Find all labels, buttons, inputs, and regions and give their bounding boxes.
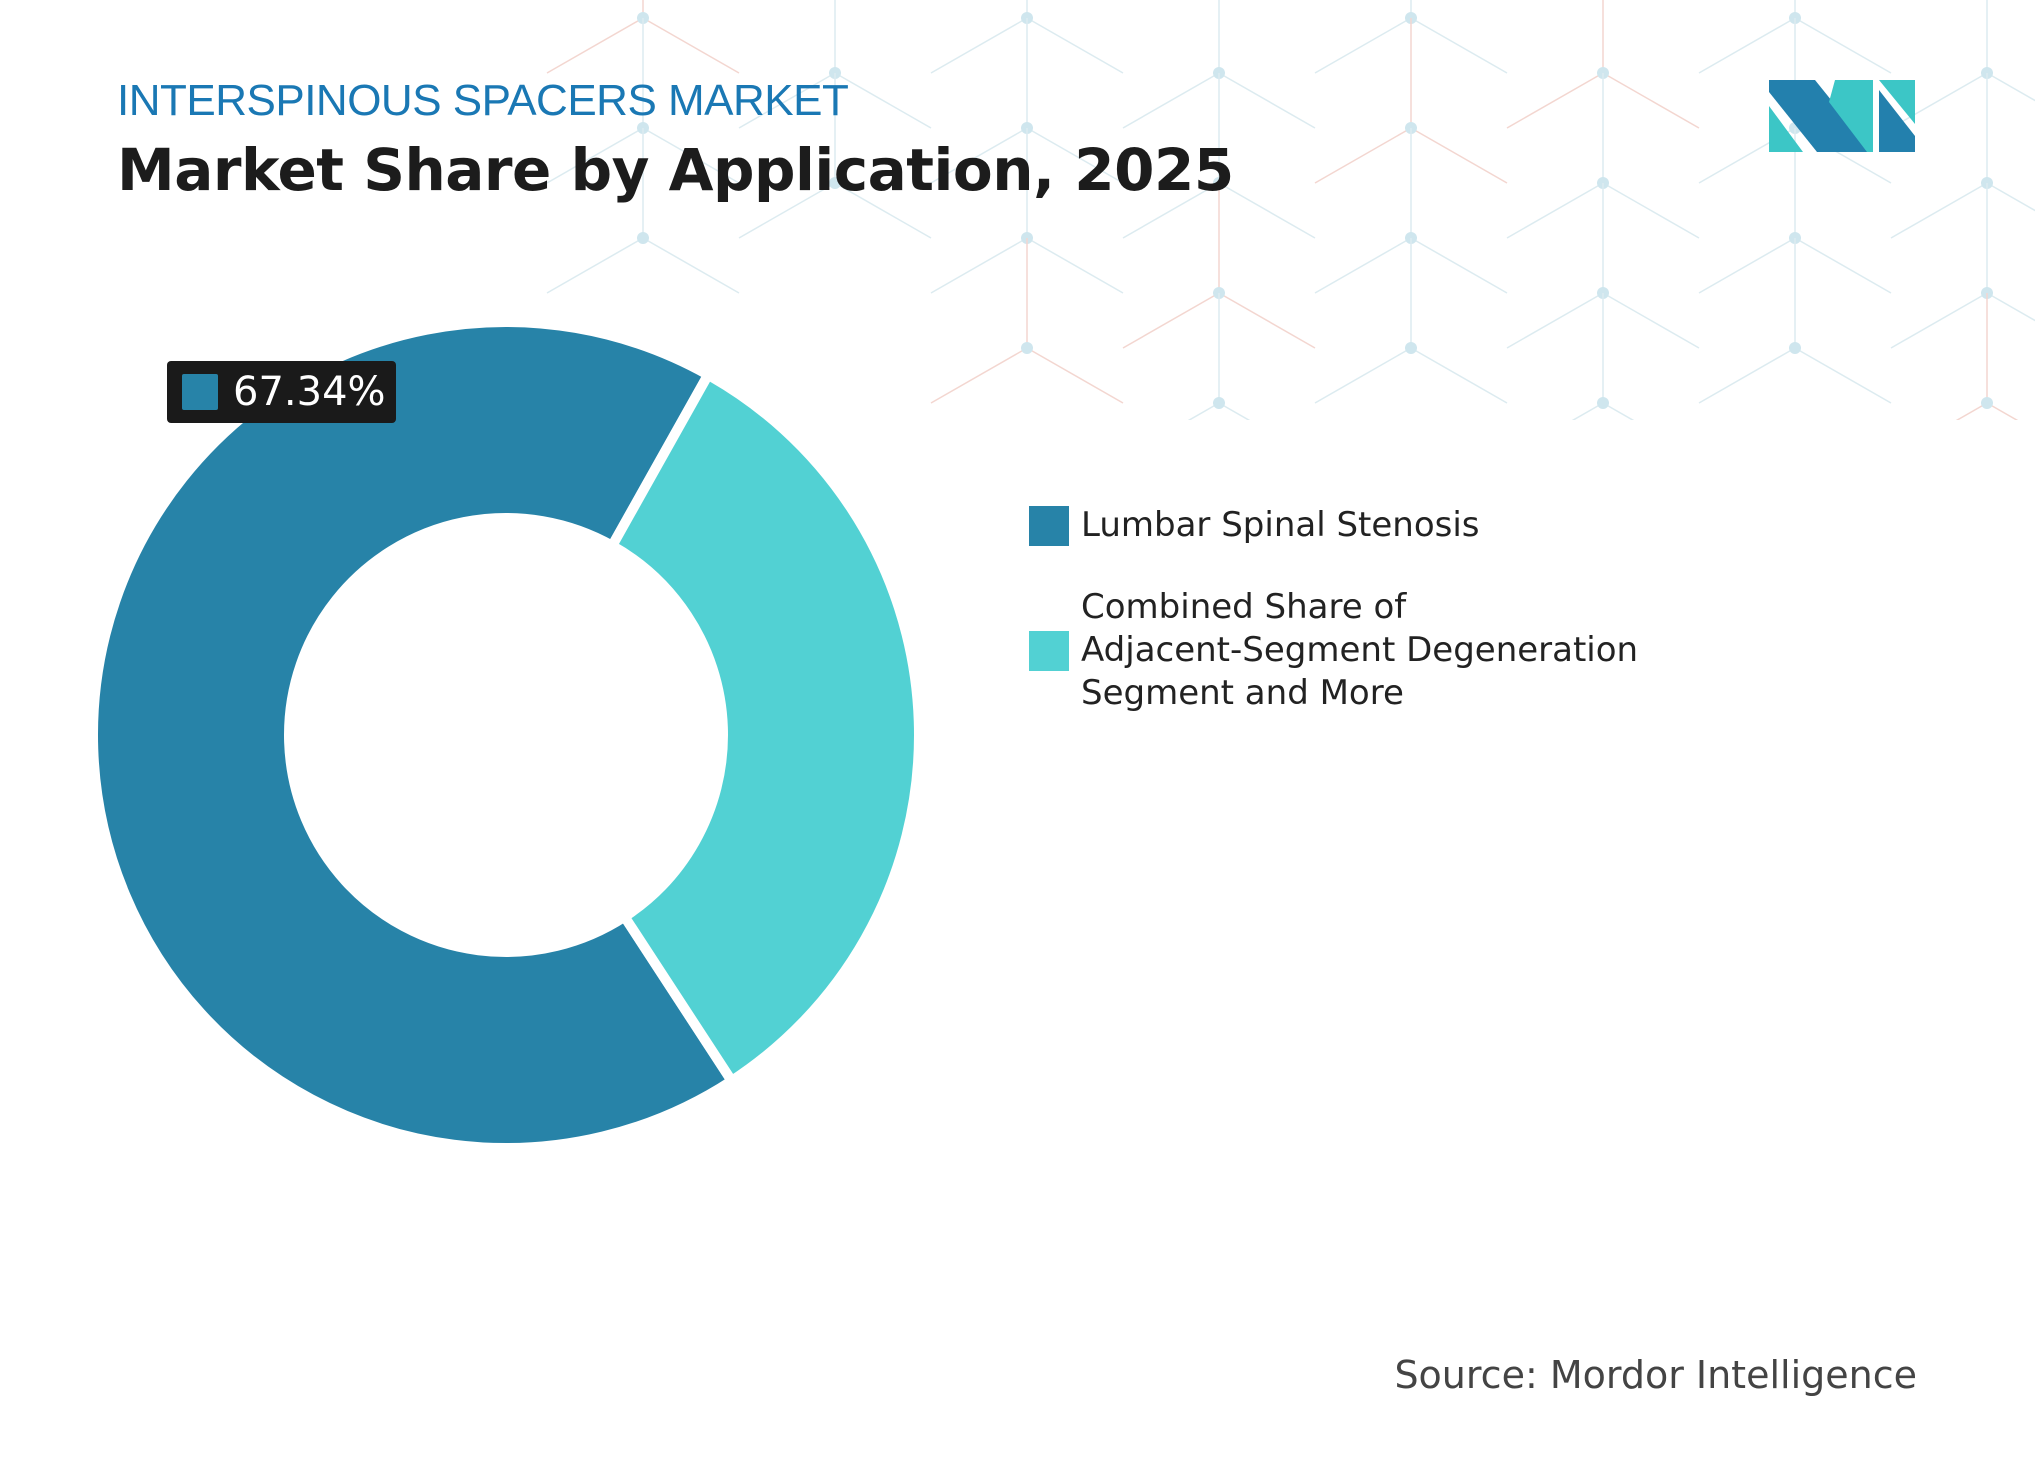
pattern-line — [1187, 402, 1220, 420]
callout-value: 67.34% — [233, 369, 386, 415]
pattern-line — [1602, 292, 1700, 349]
legend-label-line: Adjacent-Segment Degeneration — [1081, 630, 1639, 670]
pattern-line — [1026, 17, 1124, 74]
pattern-line — [1571, 402, 1604, 420]
pattern-line — [834, 72, 932, 129]
data-label-callout: 67.34% — [167, 361, 396, 423]
pattern-dot — [637, 232, 649, 244]
pattern-line — [1794, 347, 1892, 404]
pattern-line — [642, 237, 740, 294]
pattern-line — [642, 127, 740, 184]
pattern-line — [1698, 17, 1796, 74]
pattern-line — [546, 237, 644, 294]
chart-kicker: INTERSPINOUS SPACERS MARKET — [117, 76, 849, 125]
legend-item-lumbar: Lumbar Spinal Stenosis — [1029, 504, 1480, 547]
donut-slice-0 — [88, 317, 739, 1153]
legend-item-combined: Combined Share of Adjacent-Segment Degen… — [1029, 586, 1638, 715]
pattern-line — [930, 17, 1028, 74]
pattern-line — [1602, 402, 1635, 420]
legend-label-line: Segment and More — [1081, 673, 1404, 713]
pattern-line — [1410, 347, 1508, 404]
pattern-line — [1026, 237, 1124, 294]
pattern-line — [1890, 72, 1988, 129]
pattern-line — [1410, 17, 1508, 74]
pattern-line — [1794, 17, 1892, 74]
pattern-line — [1410, 237, 1508, 294]
pattern-line — [1218, 72, 1316, 129]
pattern-dot — [1213, 397, 1225, 409]
pattern-dot — [1021, 342, 1033, 354]
pattern-line — [1506, 72, 1604, 129]
pattern-dot — [1981, 397, 1993, 409]
legend-swatch — [1029, 630, 1069, 671]
source-note: Source: Mordor Intelligence — [1394, 1353, 1917, 1397]
pattern-line — [1794, 237, 1892, 294]
pattern-line — [1698, 237, 1796, 294]
pattern-line — [1986, 292, 2035, 322]
pattern-dot — [1789, 342, 1801, 354]
pattern-line — [1890, 182, 1988, 239]
pattern-dot — [1405, 342, 1417, 354]
pattern-line — [1122, 182, 1220, 239]
pattern-line — [1314, 347, 1412, 404]
pattern-line — [930, 127, 1028, 184]
legend-swatch — [1029, 505, 1069, 546]
pattern-line — [930, 237, 1028, 294]
chart-title: Market Share by Application, 2025 — [117, 136, 1234, 204]
pattern-line — [642, 17, 740, 74]
pattern-dot — [1597, 397, 1609, 409]
pattern-line — [1890, 292, 1988, 349]
pattern-line — [1218, 402, 1251, 420]
pattern-line — [834, 182, 932, 239]
pattern-line — [1986, 402, 2019, 420]
pattern-line — [738, 182, 836, 239]
legend-label-line: Combined Share of — [1081, 587, 1407, 627]
legend-label: Lumbar Spinal Stenosis — [1081, 505, 1480, 545]
pattern-dot — [829, 177, 841, 189]
pattern-line — [1506, 182, 1604, 239]
donut-slice-1 — [605, 368, 924, 1088]
pattern-line — [1314, 237, 1412, 294]
donut-chart — [88, 317, 924, 1153]
pattern-line — [1218, 292, 1316, 349]
pattern-line — [1218, 182, 1316, 239]
pattern-line — [1602, 72, 1700, 129]
pattern-line — [1986, 182, 2035, 212]
pattern-line — [1314, 17, 1412, 74]
pattern-line — [1410, 127, 1508, 184]
pattern-line — [1602, 182, 1700, 239]
pattern-line — [1698, 347, 1796, 404]
pattern-line — [738, 72, 836, 129]
mordor-intelligence-logo — [1769, 80, 1915, 152]
pattern-line — [1026, 347, 1124, 404]
pattern-line — [546, 127, 644, 184]
pattern-line — [1122, 292, 1220, 349]
pattern-line — [1026, 127, 1124, 184]
pattern-line — [1986, 72, 2035, 102]
pattern-line — [1506, 292, 1604, 349]
pattern-line — [1955, 402, 1988, 420]
pattern-line — [930, 347, 1028, 404]
background-hex-pattern — [546, 0, 2035, 420]
callout-swatch — [182, 374, 218, 410]
legend-label: Combined Share of Adjacent-Segment Degen… — [1081, 586, 1638, 715]
pattern-line — [1314, 127, 1412, 184]
pattern-line — [546, 17, 644, 74]
pattern-line — [1122, 72, 1220, 129]
